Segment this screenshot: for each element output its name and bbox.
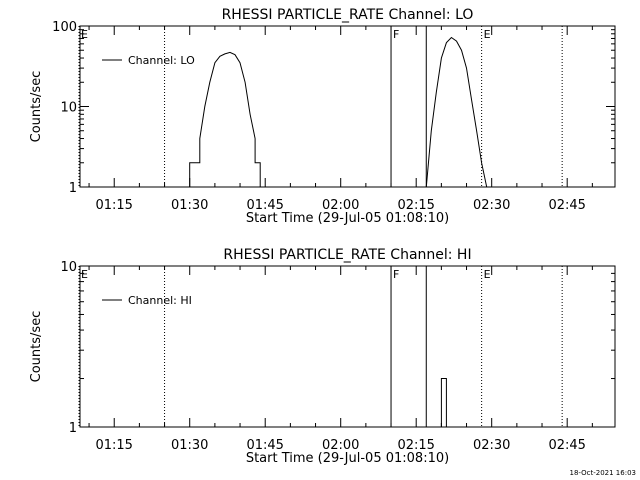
- plot-frame: [79, 25, 616, 188]
- chart-title: RHESSI PARTICLE_RATE Channel: LO: [222, 7, 474, 23]
- event-marker-label: E: [81, 28, 88, 41]
- series-line: [189, 51, 261, 187]
- x-tick-label: 02:45: [548, 438, 585, 453]
- event-marker-label: F: [393, 268, 399, 281]
- x-tick-label: 02:00: [322, 198, 359, 213]
- legend-entry: Channel: HI: [128, 294, 192, 307]
- y-tick-label: 10: [60, 260, 77, 275]
- chart-panel-lo: RHESSI PARTICLE_RATE Channel: LO 1 10 100 Co…: [29, 7, 616, 226]
- plot-frame: [79, 265, 616, 428]
- x-axis-label: Start Time (29-Jul-05 01:08:10): [246, 451, 449, 466]
- y-axis-label: Counts/sec: [29, 311, 44, 383]
- x-tick-label: 02:15: [397, 438, 434, 453]
- event-marker-label: E: [484, 268, 491, 281]
- x-tick-label: 01:15: [95, 438, 132, 453]
- legend-entry: Channel: LO: [128, 54, 195, 67]
- y-axis-label: Counts/sec: [29, 71, 44, 143]
- event-marker-label: E: [81, 268, 88, 281]
- event-marker-label: E: [484, 28, 491, 41]
- x-tick-label: 01:45: [246, 438, 283, 453]
- footer-timestamp: 18-Oct-2021 16:03: [570, 469, 636, 477]
- y-tick-label: 10: [60, 101, 77, 116]
- series-line: [425, 36, 488, 188]
- x-tick-label: 01:45: [246, 198, 283, 213]
- x-tick-label: 02:15: [397, 198, 434, 213]
- y-tick-label: 1: [69, 181, 77, 196]
- chart-panel-hi: RHESSI PARTICLE_RATE Channel: HI 1 10 Count…: [29, 247, 616, 466]
- x-tick-label: 02:45: [548, 198, 585, 213]
- x-tick-label: 02:30: [473, 438, 510, 453]
- chart-title: RHESSI PARTICLE_RATE Channel: HI: [223, 247, 471, 263]
- event-marker-label: F: [393, 28, 399, 41]
- x-tick-label: 01:30: [171, 198, 208, 213]
- x-tick-label: 02:30: [473, 198, 510, 213]
- y-tick-label: 1: [69, 421, 77, 436]
- y-tick-label: 100: [52, 20, 77, 35]
- x-tick-label: 01:15: [95, 198, 132, 213]
- series-line: [440, 378, 447, 427]
- x-axis-label: Start Time (29-Jul-05 01:08:10): [246, 211, 449, 226]
- x-tick-label: 02:00: [322, 438, 359, 453]
- x-tick-label: 01:30: [171, 438, 208, 453]
